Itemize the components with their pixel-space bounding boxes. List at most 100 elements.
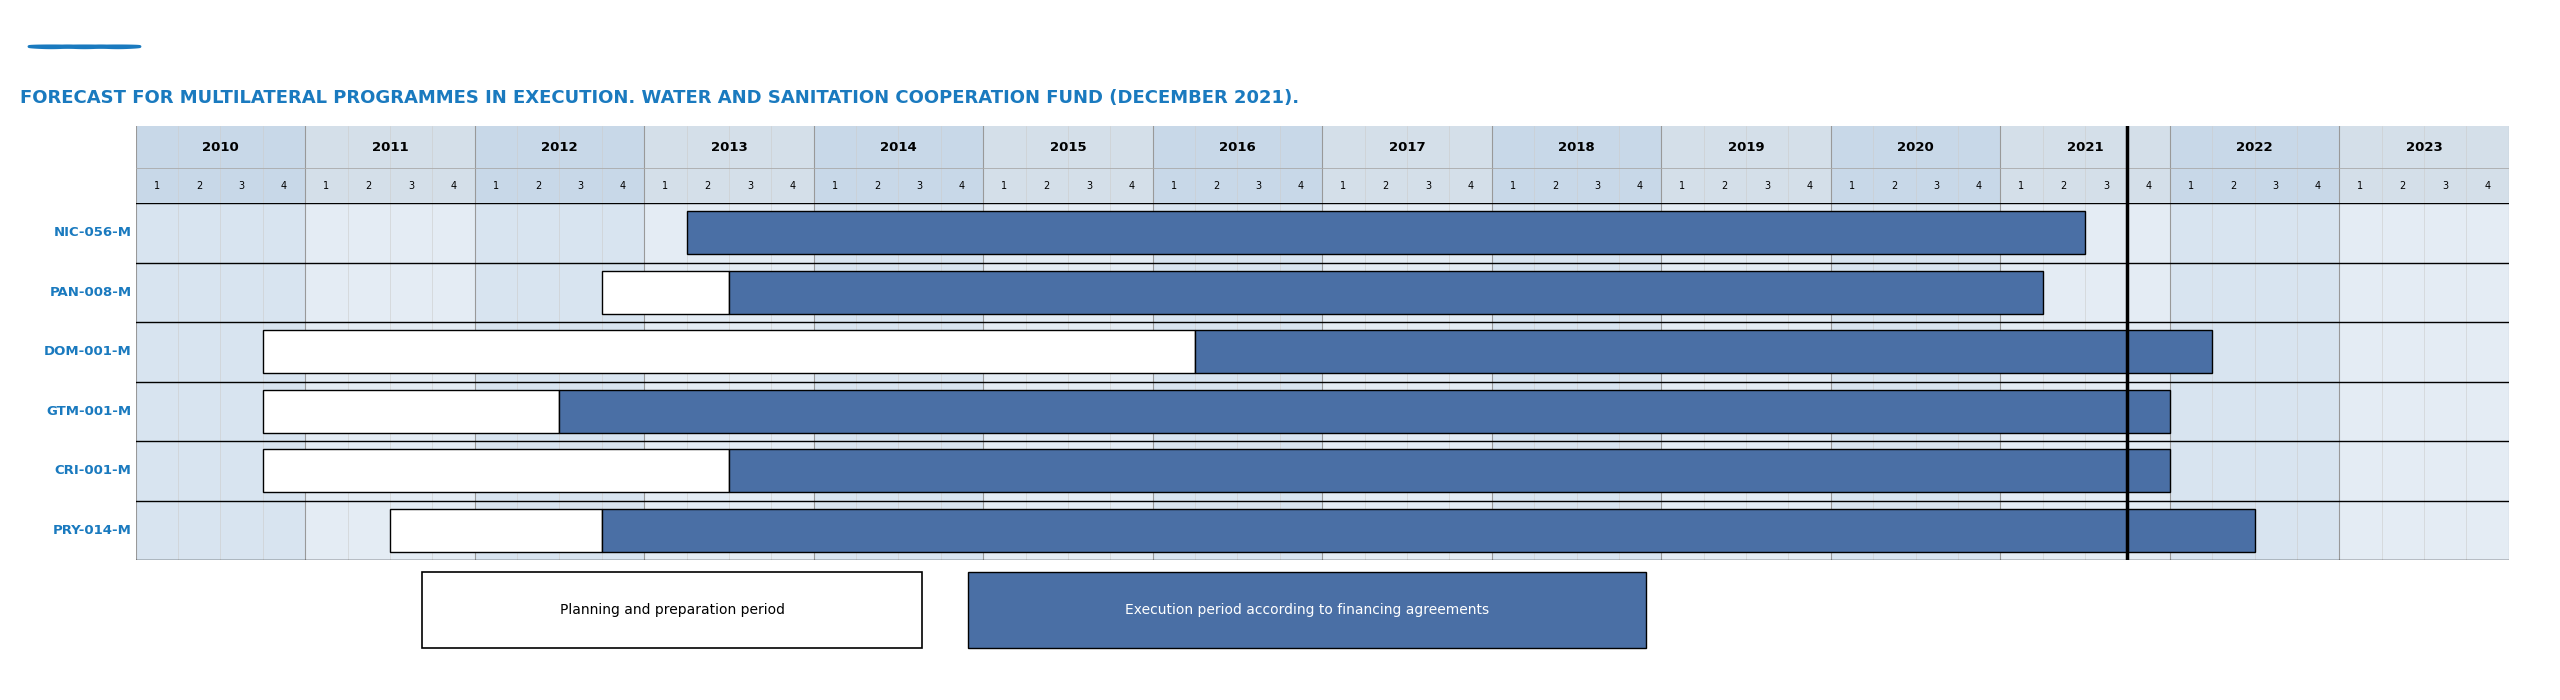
- Bar: [645, 126, 814, 203]
- Text: 3: 3: [1085, 181, 1093, 191]
- Text: 3: 3: [238, 181, 246, 191]
- Bar: [136, 126, 305, 203]
- Text: 3: 3: [579, 181, 584, 191]
- Text: 3: 3: [1933, 181, 1940, 191]
- Bar: [1999, 126, 2171, 203]
- Text: GTM-001-M: GTM-001-M: [46, 405, 131, 418]
- Text: 3: 3: [2104, 181, 2109, 191]
- Bar: [1661, 126, 1830, 203]
- Bar: [389, 509, 602, 552]
- Text: 4: 4: [1467, 181, 1475, 191]
- Bar: [1661, 203, 1830, 560]
- Text: 2013: 2013: [712, 141, 748, 154]
- Text: 2: 2: [2061, 181, 2066, 191]
- Text: 2: 2: [535, 181, 540, 191]
- Text: 1: 1: [663, 181, 668, 191]
- Bar: [264, 330, 1196, 373]
- Text: 2: 2: [1382, 181, 1390, 191]
- Bar: [1324, 203, 1492, 560]
- Text: 1: 1: [2189, 181, 2194, 191]
- Bar: [305, 126, 474, 203]
- Bar: [814, 126, 983, 203]
- Text: 1: 1: [1510, 181, 1516, 191]
- Bar: [1492, 126, 1661, 203]
- Text: 2: 2: [1551, 181, 1559, 191]
- Text: 2: 2: [197, 181, 202, 191]
- Text: 2017: 2017: [1388, 141, 1426, 154]
- Text: 4: 4: [451, 181, 456, 191]
- Text: 4: 4: [1636, 181, 1644, 191]
- Text: 2: 2: [2399, 181, 2406, 191]
- Text: 1: 1: [323, 181, 330, 191]
- Text: 1: 1: [832, 181, 837, 191]
- Bar: [983, 126, 1152, 203]
- Text: 2010: 2010: [202, 141, 238, 154]
- Text: 1: 1: [1170, 181, 1178, 191]
- Text: 3: 3: [1426, 181, 1431, 191]
- Text: 2: 2: [2230, 181, 2237, 191]
- Text: 4: 4: [1129, 181, 1134, 191]
- Text: 2023: 2023: [2406, 141, 2442, 154]
- Text: 1: 1: [154, 181, 159, 191]
- Bar: [686, 211, 2084, 254]
- Text: 4: 4: [1976, 181, 1981, 191]
- Bar: [730, 271, 2043, 314]
- Text: 2: 2: [1044, 181, 1050, 191]
- Text: 3: 3: [407, 181, 415, 191]
- Text: 2: 2: [1723, 181, 1728, 191]
- Bar: [1492, 203, 1661, 560]
- Text: 3: 3: [1254, 181, 1262, 191]
- Bar: [2171, 203, 2340, 560]
- Text: 1: 1: [2358, 181, 2363, 191]
- Bar: [968, 572, 1646, 648]
- Text: 4: 4: [2486, 181, 2491, 191]
- Bar: [602, 509, 2255, 552]
- Bar: [1152, 203, 1324, 560]
- Text: 2018: 2018: [1559, 141, 1595, 154]
- Bar: [264, 449, 730, 492]
- Bar: [561, 390, 2171, 433]
- Text: 2: 2: [1213, 181, 1219, 191]
- Text: 2020: 2020: [1897, 141, 1933, 154]
- Text: 2019: 2019: [1728, 141, 1764, 154]
- Text: 2016: 2016: [1219, 141, 1257, 154]
- Text: 4: 4: [282, 181, 287, 191]
- Bar: [645, 203, 814, 560]
- Text: 1: 1: [1848, 181, 1856, 191]
- Text: 3: 3: [916, 181, 922, 191]
- Bar: [602, 271, 730, 314]
- Text: 2: 2: [1892, 181, 1897, 191]
- Bar: [1324, 126, 1492, 203]
- Text: 4: 4: [620, 181, 627, 191]
- Bar: [1830, 203, 1999, 560]
- Bar: [136, 203, 305, 560]
- Bar: [1196, 330, 2212, 373]
- Bar: [814, 203, 983, 560]
- Bar: [264, 390, 561, 433]
- Text: 1: 1: [1341, 181, 1347, 191]
- Text: 1: 1: [1001, 181, 1009, 191]
- Bar: [730, 449, 2171, 492]
- Bar: [422, 572, 922, 648]
- Bar: [1152, 126, 1324, 203]
- Text: 2: 2: [704, 181, 712, 191]
- Text: 3: 3: [1764, 181, 1772, 191]
- Text: 2011: 2011: [371, 141, 407, 154]
- Text: 1: 1: [2017, 181, 2025, 191]
- Text: 3: 3: [2442, 181, 2447, 191]
- Bar: [983, 203, 1152, 560]
- Text: DOM-001-M: DOM-001-M: [44, 345, 131, 358]
- Text: 2022: 2022: [2237, 141, 2273, 154]
- Bar: [474, 203, 645, 560]
- Bar: [2171, 126, 2340, 203]
- Text: 4: 4: [1298, 181, 1303, 191]
- Bar: [2340, 126, 2509, 203]
- Text: 3: 3: [1595, 181, 1600, 191]
- Text: 4: 4: [788, 181, 796, 191]
- Text: 3: 3: [2273, 181, 2278, 191]
- Text: 1: 1: [1679, 181, 1684, 191]
- Bar: [2340, 203, 2509, 560]
- Text: 4: 4: [1807, 181, 1812, 191]
- Text: 4: 4: [960, 181, 965, 191]
- Text: Execution period according to financing agreements: Execution period according to financing …: [1124, 603, 1490, 617]
